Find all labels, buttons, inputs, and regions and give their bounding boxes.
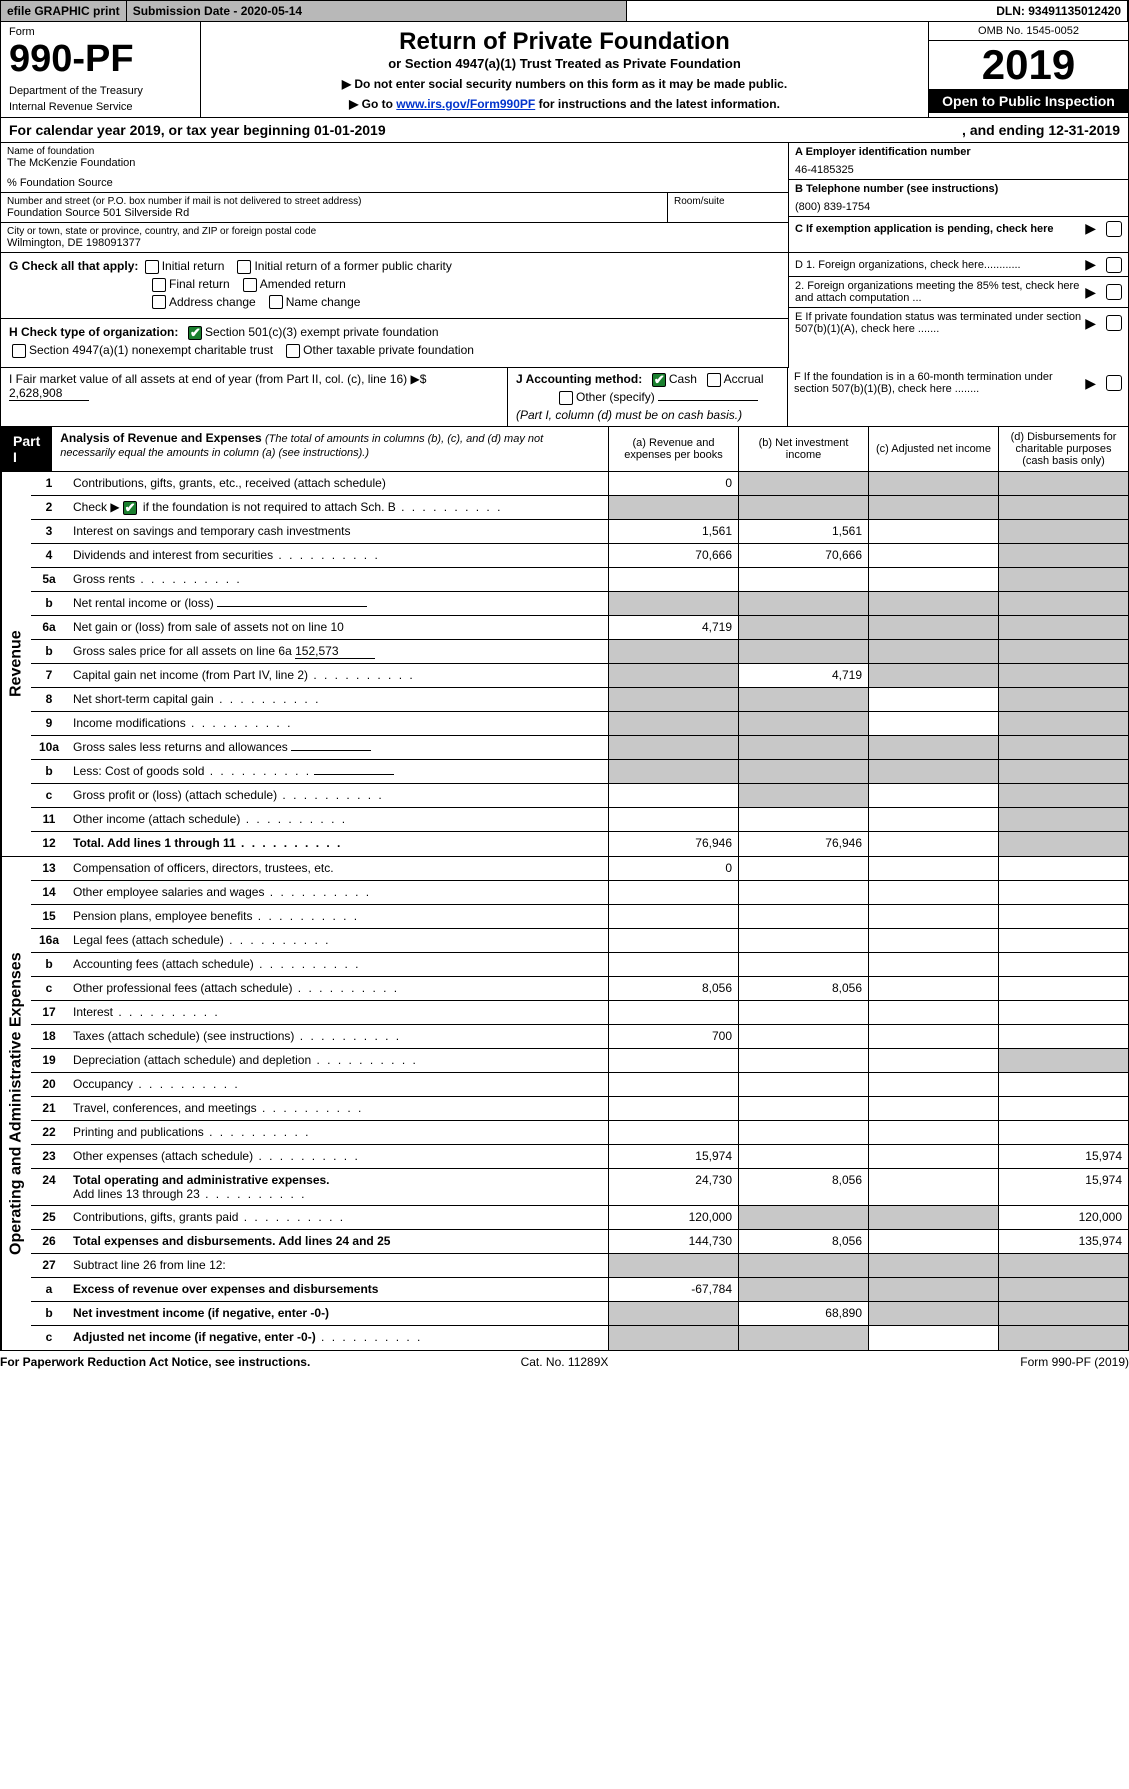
section-i: I Fair market value of all assets at end…: [1, 368, 508, 426]
efile-label[interactable]: efile GRAPHIC print: [1, 1, 127, 21]
note-ssn: ▶ Do not enter social security numbers o…: [211, 77, 918, 91]
col-b-head: (b) Net investment income: [738, 427, 868, 471]
addr-cell: Number and street (or P.O. box number if…: [1, 193, 668, 222]
side-d-e: D 1. Foreign organizations, check here..…: [788, 253, 1128, 368]
section-i-j: I Fair market value of all assets at end…: [0, 368, 1129, 427]
expenses-section: Operating and Administrative Expenses 13…: [0, 857, 1129, 1351]
cb-initial-former[interactable]: [237, 260, 251, 274]
check-g: G Check all that apply: Initial return I…: [1, 253, 788, 319]
calyear-begin: For calendar year 2019, or tax year begi…: [9, 122, 962, 138]
header: Form 990-PF Department of the Treasury I…: [0, 22, 1129, 118]
footer-mid: Cat. No. 11289X: [376, 1355, 752, 1369]
cb-e[interactable]: [1106, 315, 1122, 331]
note-goto: ▶ Go to www.irs.gov/Form990PF for instru…: [211, 97, 918, 111]
ein-row: A Employer identification number 46-4185…: [789, 143, 1128, 180]
cb-addr-change[interactable]: [152, 295, 166, 309]
cb-accrual[interactable]: [707, 373, 721, 387]
arrow-icon: ▶: [1085, 220, 1096, 237]
c-row: C If exemption application is pending, c…: [789, 217, 1128, 240]
form-number: 990-PF: [9, 38, 192, 81]
cb-initial[interactable]: [145, 260, 159, 274]
cb-4947[interactable]: [12, 344, 26, 358]
footer: For Paperwork Reduction Act Notice, see …: [0, 1351, 1129, 1373]
omb-number: OMB No. 1545-0052: [929, 22, 1128, 41]
info-left: Name of foundation The McKenzie Foundati…: [1, 143, 788, 252]
foundation-address: Foundation Source 501 Silverside Rd: [7, 207, 661, 219]
info-right: A Employer identification number 46-4185…: [788, 143, 1128, 252]
cb-other-taxable[interactable]: [286, 344, 300, 358]
cb-501c3[interactable]: [188, 326, 202, 340]
foundation-info: Name of foundation The McKenzie Foundati…: [0, 143, 1129, 253]
cb-cash[interactable]: [652, 373, 666, 387]
form-label: Form: [9, 26, 192, 38]
cb-d1[interactable]: [1106, 257, 1122, 273]
phone-row: B Telephone number (see instructions) (8…: [789, 180, 1128, 217]
part1-header: Part I Analysis of Revenue and Expenses …: [0, 427, 1129, 472]
calendar-year-row: For calendar year 2019, or tax year begi…: [0, 118, 1129, 143]
submission-date: Submission Date - 2020-05-14: [127, 1, 628, 21]
topbar: efile GRAPHIC print Submission Date - 20…: [0, 0, 1129, 22]
cb-name-change[interactable]: [269, 295, 283, 309]
name-row: Name of foundation The McKenzie Foundati…: [1, 143, 788, 193]
check-g-h-row: G Check all that apply: Initial return I…: [0, 253, 1129, 368]
foundation-name: The McKenzie Foundation: [7, 157, 782, 169]
fmv-value: 2,628,908: [9, 386, 89, 401]
irs: Internal Revenue Service: [9, 101, 192, 113]
cb-other-method[interactable]: [559, 391, 573, 405]
form-title: Return of Private Foundation: [211, 28, 918, 56]
care-of: % Foundation Source: [7, 177, 782, 189]
cb-sch-b[interactable]: [123, 501, 137, 515]
revenue-section: Revenue 1Contributions, gifts, grants, e…: [0, 472, 1129, 857]
irs-link[interactable]: www.irs.gov/Form990PF: [396, 97, 535, 111]
dept-treasury: Department of the Treasury: [9, 85, 192, 97]
phone-value: (800) 839-1754: [795, 201, 1122, 213]
form-container: efile GRAPHIC print Submission Date - 20…: [0, 0, 1129, 1373]
calyear-end: , and ending 12-31-2019: [962, 122, 1120, 138]
col-a-head: (a) Revenue and expenses per books: [608, 427, 738, 471]
check-h: H Check type of organization: Section 50…: [1, 319, 788, 368]
cb-f[interactable]: [1106, 375, 1122, 391]
tax-year: 2019: [929, 41, 1128, 89]
foundation-city: Wilmington, DE 198091377: [7, 237, 782, 249]
open-inspection: Open to Public Inspection: [929, 89, 1128, 113]
col-c-head: (c) Adjusted net income: [868, 427, 998, 471]
cb-final[interactable]: [152, 278, 166, 292]
revenue-table: 1Contributions, gifts, grants, etc., rec…: [31, 472, 1128, 856]
city-row: City or town, state or province, country…: [1, 223, 788, 252]
cb-amended[interactable]: [243, 278, 257, 292]
cb-d2[interactable]: [1106, 284, 1122, 300]
section-f: F If the foundation is in a 60-month ter…: [788, 368, 1128, 426]
header-mid: Return of Private Foundation or Section …: [201, 22, 928, 117]
expenses-table: 13Compensation of officers, directors, t…: [31, 857, 1128, 1350]
room-cell: Room/suite: [668, 193, 788, 222]
part1-label: Part I: [1, 427, 52, 471]
footer-left: For Paperwork Reduction Act Notice, see …: [0, 1355, 376, 1369]
form-subtitle: or Section 4947(a)(1) Trust Treated as P…: [211, 56, 918, 71]
revenue-label: Revenue: [1, 472, 31, 856]
footer-right: Form 990-PF (2019): [753, 1355, 1129, 1369]
header-left: Form 990-PF Department of the Treasury I…: [1, 22, 201, 117]
dln: DLN: 93491135012420: [627, 1, 1128, 21]
expenses-label: Operating and Administrative Expenses: [1, 857, 31, 1350]
header-right: OMB No. 1545-0052 2019 Open to Public In…: [928, 22, 1128, 117]
section-j: J Accounting method: Cash Accrual Other …: [508, 368, 788, 426]
c-checkbox[interactable]: [1106, 221, 1122, 237]
ein-value: 46-4185325: [795, 164, 1122, 176]
col-d-head: (d) Disbursements for charitable purpose…: [998, 427, 1128, 471]
